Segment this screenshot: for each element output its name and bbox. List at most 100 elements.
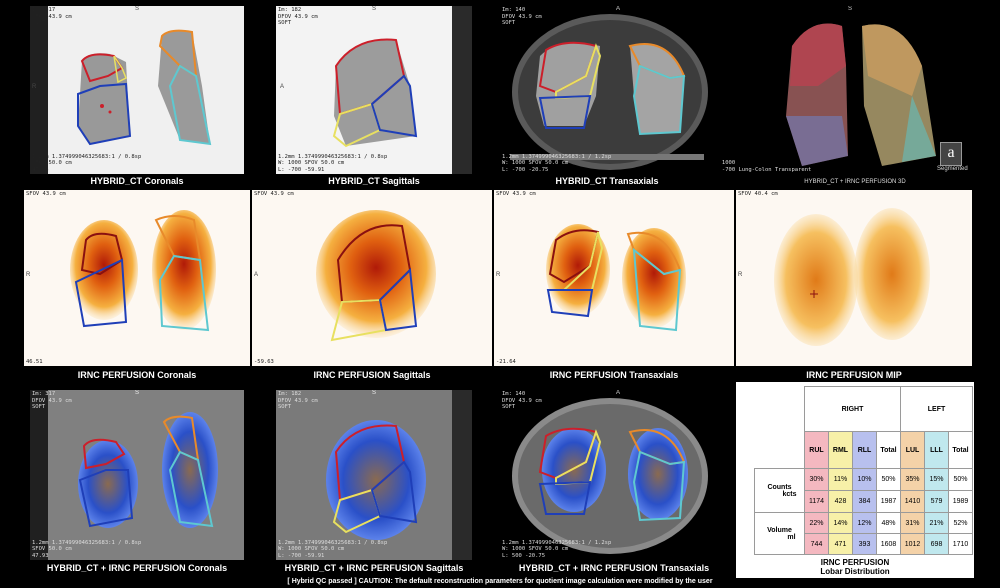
volume-unit: ml bbox=[787, 533, 796, 541]
orient-left: A bbox=[280, 84, 285, 90]
left-lung-header: LEFT bbox=[900, 386, 973, 432]
overlay-bottom-left: 1.2mm 1.374999046325683:1 / 0.8sp SFOV 5… bbox=[32, 539, 142, 559]
counts-val-rml: 428 bbox=[828, 490, 853, 513]
orient-top: A bbox=[616, 390, 621, 396]
ct-sagittal-image bbox=[332, 6, 472, 174]
caption-perf-sagittal: IRNC PERFUSION Sagittals bbox=[313, 370, 431, 380]
viewport-ct-sagittal[interactable]: Im: 182 DFOV 43.9 cm SOFT 1.2mm 1.374999… bbox=[276, 6, 472, 174]
overlay-top-left: SFOV 40.4 cm bbox=[738, 191, 778, 197]
lobar-caption-line1: IRNC PERFUSION bbox=[820, 558, 890, 567]
caption-ct-transaxial: HYBRID_CT Transaxials bbox=[555, 176, 659, 186]
ct-transaxial-image bbox=[510, 14, 708, 170]
overlay-bottom-left: 1.2mm 1.374999046325683:1 / 1.2sp W: 100… bbox=[502, 539, 612, 559]
volume-val-rll: 393 bbox=[852, 533, 877, 555]
viewport-ct-transaxial[interactable]: Im: 140 DFOV 43.9 cm SOFT 1.2mm 1.374999… bbox=[500, 6, 714, 174]
viewport-3d-render[interactable]: W: 1000 L: -700 Lung-Colon Transparent S bbox=[722, 6, 972, 174]
viewport-perf-mip[interactable]: SFOV 40.4 cm R bbox=[736, 190, 972, 366]
caption-fused-sagittal: HYBRID_CT + IRNC PERFUSION Sagittals bbox=[284, 563, 464, 573]
lobe-header-lll: LLL bbox=[924, 431, 949, 469]
counts-pct-rul: 30% bbox=[804, 468, 829, 491]
counts-pct-total-right: 50% bbox=[876, 468, 901, 491]
caption-ct-coronal: HYBRID_CT Coronals bbox=[90, 176, 184, 186]
overlay-top-left: Im: 182 DFOV 43.9 cm SOFT bbox=[278, 7, 318, 26]
overlay-top-left: Im: 317 DFOV 43.9 cm SOFT bbox=[32, 7, 72, 26]
orient-left: R bbox=[738, 272, 743, 278]
right-lung-header: RIGHT bbox=[804, 386, 901, 432]
orient-top: S bbox=[372, 390, 377, 396]
volume-pct-total-left: 52% bbox=[948, 512, 973, 534]
volume-label: Volume bbox=[767, 526, 792, 534]
lobar-table: RIGHT LEFT RUL RML RLL Total LUL LLL Tot… bbox=[754, 386, 973, 555]
perf-mip-image bbox=[774, 208, 930, 346]
viewport-fused-transaxial[interactable]: Im: 140 DFOV 43.9 cm SOFT 1.2mm 1.374999… bbox=[500, 390, 714, 560]
overlay-bottom-left: 1.2mm 1.374999046325683:1 / 0.8sp SFOV 5… bbox=[32, 153, 142, 173]
orient-left: R bbox=[32, 84, 37, 90]
overlay-bottom-left: 46.51 bbox=[26, 358, 43, 365]
viewport-perf-coronal[interactable]: SFOV 43.9 cm 46.51 R bbox=[24, 190, 250, 366]
caption-perf-mip: IRNC PERFUSION MIP bbox=[806, 370, 902, 380]
counts-pct-rml: 11% bbox=[828, 468, 853, 491]
overlay-bottom-left: -59.63 bbox=[254, 358, 274, 365]
counts-val-rll: 384 bbox=[852, 490, 877, 513]
render-3d-image bbox=[786, 23, 936, 167]
viewport-fused-sagittal[interactable]: Im: 182 DFOV 43.9 cm SOFT 1.2mm 1.374999… bbox=[276, 390, 472, 560]
volume-pct-lll: 21% bbox=[924, 512, 949, 534]
lobar-table-caption: IRNC PERFUSION Lobar Distribution bbox=[736, 558, 974, 576]
viewport-perf-sagittal[interactable]: SFOV 43.9 cm -59.63 A bbox=[252, 190, 492, 366]
overlay-top-left: SFOV 43.9 cm bbox=[254, 191, 294, 197]
orient-top: S bbox=[372, 6, 377, 12]
counts-label: Counts bbox=[767, 483, 792, 491]
lobe-header-total-left: Total bbox=[948, 431, 973, 469]
overlay-top-left: Im: 140 DFOV 43.9 cm SOFT bbox=[502, 391, 542, 410]
annotation-badge[interactable]: a bbox=[940, 142, 962, 166]
counts-row-label: Counts kcts bbox=[754, 468, 805, 513]
overlay-top-left: SFOV 43.9 cm bbox=[26, 191, 66, 197]
counts-val-rul: 1174 bbox=[804, 490, 829, 513]
orient-top: S bbox=[135, 390, 140, 396]
caption-perf-coronal: IRNC PERFUSION Coronals bbox=[77, 370, 197, 380]
counts-pct-lll: 15% bbox=[924, 468, 949, 491]
volume-pct-rll: 12% bbox=[852, 512, 877, 534]
overlay-top-left: SFOV 43.9 cm bbox=[496, 191, 536, 197]
volume-val-total-left: 1710 bbox=[948, 533, 973, 555]
overlay-top-left: Im: 140 DFOV 43.9 cm SOFT bbox=[502, 7, 542, 26]
volume-val-rml: 471 bbox=[828, 533, 853, 555]
counts-pct-lul: 35% bbox=[900, 468, 925, 491]
overlay-bottom-left: 1.2mm 1.374999046325683:1 / 0.8sp W: 100… bbox=[278, 539, 388, 559]
orient-top: A bbox=[616, 6, 621, 12]
orient-left: A bbox=[254, 272, 259, 278]
caption-3d-render: HYBRID_CT + IRNC PERFUSION 3D bbox=[804, 179, 906, 185]
caption-fused-coronal: HYBRID_CT + IRNC PERFUSION Coronals bbox=[46, 563, 228, 573]
overlay-top-left: Im: 317 DFOV 43.9 cm SOFT bbox=[32, 391, 72, 410]
viewport-ct-coronal[interactable]: Im: 317 DFOV 43.9 cm SOFT 1.2mm 1.374999… bbox=[30, 6, 244, 174]
overlay-bottom-left: -21.64 bbox=[496, 358, 516, 365]
segmented-label: Segmented bbox=[937, 166, 968, 172]
volume-pct-rml: 14% bbox=[828, 512, 853, 534]
ct-coronal-image bbox=[30, 6, 212, 174]
orient-top: S bbox=[848, 6, 853, 12]
volume-pct-lul: 31% bbox=[900, 512, 925, 534]
counts-pct-rll: 10% bbox=[852, 468, 877, 491]
volume-pct-rul: 22% bbox=[804, 512, 829, 534]
overlay-bottom-left: 1.2mm 1.374999046325683:1 / 0.8sp W: 100… bbox=[278, 153, 388, 173]
counts-val-lul: 1410 bbox=[900, 490, 925, 513]
caption-perf-transaxial: IRNC PERFUSION Transaxials bbox=[549, 370, 679, 380]
lobar-caption-line2: Lobar Distribution bbox=[820, 567, 890, 576]
perf-sagittal-image bbox=[316, 210, 436, 342]
orient-top: S bbox=[135, 6, 140, 12]
caution-status-bar: [ Hybrid QC passed ] CAUTION: The defaul… bbox=[287, 578, 713, 585]
viewport-fused-coronal[interactable]: Im: 317 DFOV 43.9 cm SOFT 1.2mm 1.374999… bbox=[30, 390, 244, 560]
fused-sagittal-image bbox=[326, 390, 472, 560]
orient-left: R bbox=[496, 272, 501, 278]
counts-val-total-right: 1987 bbox=[876, 490, 901, 513]
orient-left: R bbox=[26, 272, 31, 278]
volume-val-rul: 744 bbox=[804, 533, 829, 555]
perf-coronal-image bbox=[70, 210, 216, 332]
fused-transaxial-image bbox=[512, 398, 708, 554]
overlay-top-left: Im: 182 DFOV 43.9 cm SOFT bbox=[278, 391, 318, 410]
caption-fused-transaxial: HYBRID_CT + IRNC PERFUSION Transaxials bbox=[518, 563, 710, 573]
viewport-perf-transaxial[interactable]: SFOV 43.9 cm -21.64 R bbox=[494, 190, 734, 366]
caption-ct-sagittal: HYBRID_CT Sagittals bbox=[328, 176, 420, 186]
counts-unit: kcts bbox=[782, 490, 797, 498]
lobe-header-rml: RML bbox=[828, 431, 853, 469]
